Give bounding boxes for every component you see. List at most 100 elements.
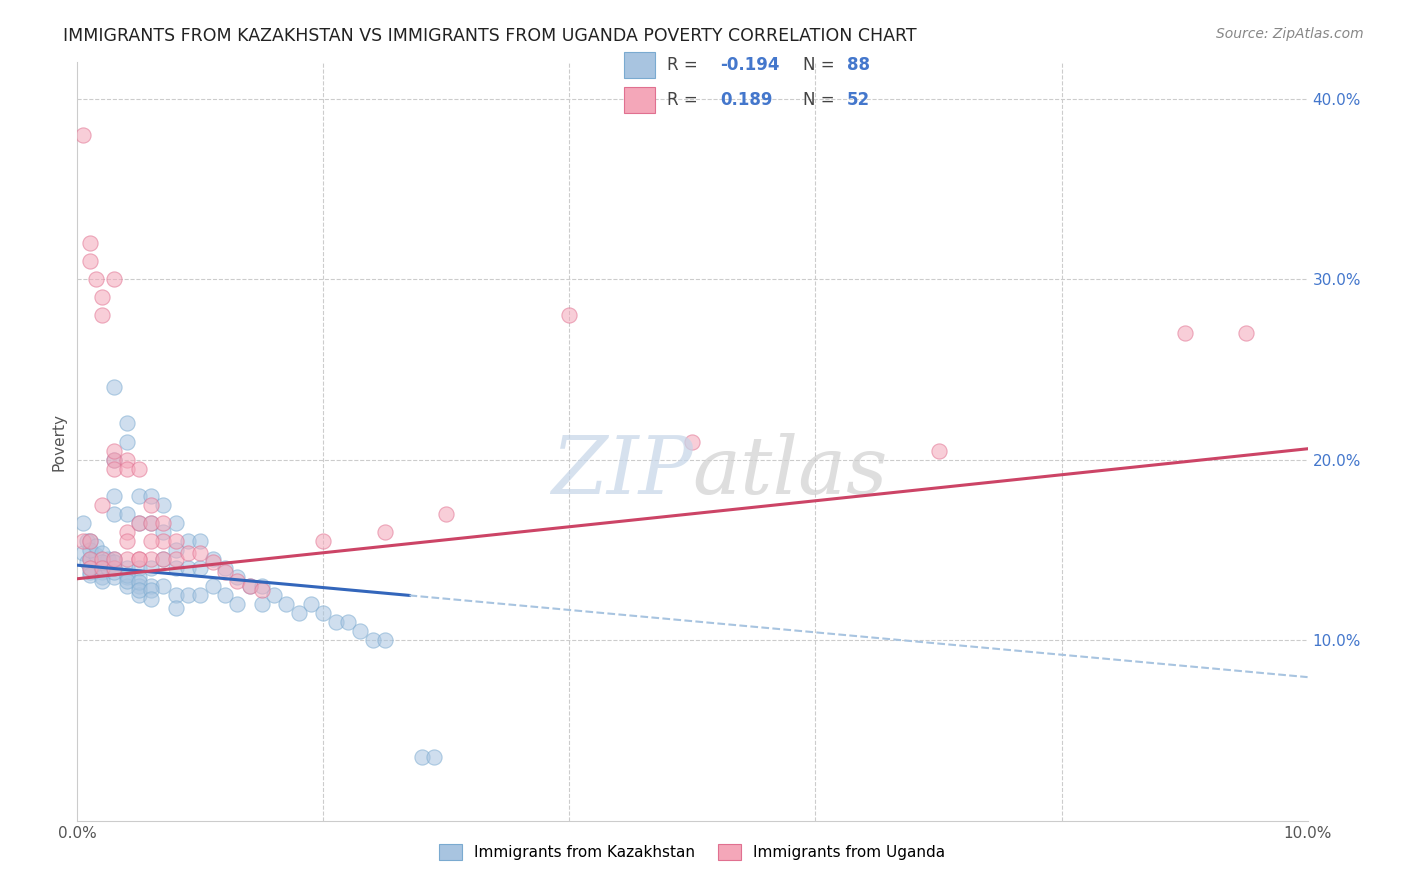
Point: [79, 568, 101, 582]
Point: [103, 552, 125, 566]
Point: [214, 588, 236, 602]
Point: [128, 561, 150, 575]
Point: [177, 546, 200, 560]
Point: [128, 552, 150, 566]
Point: [115, 417, 138, 431]
Y-axis label: Poverty: Poverty: [51, 412, 66, 471]
Bar: [624, 52, 655, 78]
Text: 52: 52: [846, 91, 870, 109]
Point: [103, 552, 125, 566]
Point: [152, 579, 174, 593]
Point: [103, 561, 125, 575]
Point: [411, 750, 433, 764]
Point: [115, 434, 138, 449]
Point: [141, 533, 163, 548]
Point: [312, 606, 335, 620]
Point: [349, 624, 371, 639]
Point: [325, 615, 347, 629]
Point: [84, 272, 107, 286]
Point: [239, 579, 262, 593]
Point: [177, 533, 200, 548]
Point: [76, 556, 98, 570]
Point: [682, 434, 704, 449]
Point: [90, 561, 114, 575]
Point: [250, 582, 273, 597]
Point: [141, 498, 163, 512]
Point: [361, 633, 384, 648]
Point: [90, 308, 114, 322]
Point: [128, 552, 150, 566]
Point: [79, 254, 101, 268]
Point: [141, 582, 163, 597]
Text: Source: ZipAtlas.com: Source: ZipAtlas.com: [1216, 27, 1364, 41]
Point: [115, 570, 138, 584]
Point: [72, 128, 94, 142]
Point: [152, 533, 174, 548]
Point: [90, 565, 114, 579]
Point: [103, 570, 125, 584]
Point: [115, 568, 138, 582]
Point: [79, 565, 101, 579]
Point: [165, 552, 187, 566]
Point: [201, 579, 224, 593]
Point: [201, 552, 224, 566]
Point: [79, 533, 101, 548]
Point: [72, 516, 94, 530]
Point: [103, 461, 125, 475]
Point: [263, 588, 285, 602]
Legend: Immigrants from Kazakhstan, Immigrants from Uganda: Immigrants from Kazakhstan, Immigrants f…: [433, 838, 952, 866]
Point: [141, 489, 163, 503]
Point: [90, 570, 114, 584]
Point: [188, 588, 212, 602]
Point: [90, 556, 114, 570]
Point: [128, 570, 150, 584]
Point: [141, 552, 163, 566]
Point: [374, 524, 396, 539]
Point: [201, 556, 224, 570]
Point: [103, 380, 125, 394]
Point: [115, 461, 138, 475]
Point: [188, 533, 212, 548]
Point: [115, 552, 138, 566]
Point: [374, 633, 396, 648]
Point: [90, 498, 114, 512]
Point: [165, 533, 187, 548]
Point: [337, 615, 360, 629]
Point: [177, 588, 200, 602]
Point: [299, 597, 322, 611]
Text: R =: R =: [668, 56, 703, 74]
Point: [165, 588, 187, 602]
Text: N =: N =: [803, 91, 841, 109]
Point: [79, 552, 101, 566]
Point: [97, 552, 120, 566]
Point: [84, 539, 107, 553]
Point: [141, 516, 163, 530]
Point: [165, 600, 187, 615]
Point: [141, 516, 163, 530]
Point: [103, 561, 125, 575]
Point: [928, 443, 950, 458]
Point: [152, 524, 174, 539]
Point: [115, 533, 138, 548]
Point: [165, 561, 187, 575]
Point: [90, 290, 114, 304]
Point: [79, 533, 101, 548]
Text: -0.194: -0.194: [720, 56, 779, 74]
Point: [141, 579, 163, 593]
Point: [115, 561, 138, 575]
Point: [128, 516, 150, 530]
Point: [103, 443, 125, 458]
Point: [72, 533, 94, 548]
Point: [103, 272, 125, 286]
Point: [103, 507, 125, 521]
Point: [115, 524, 138, 539]
Point: [128, 579, 150, 593]
Point: [188, 561, 212, 575]
Point: [72, 546, 94, 560]
Point: [97, 561, 120, 575]
Point: [115, 574, 138, 588]
Point: [84, 548, 107, 563]
Point: [214, 565, 236, 579]
Point: [90, 558, 114, 572]
Point: [152, 552, 174, 566]
